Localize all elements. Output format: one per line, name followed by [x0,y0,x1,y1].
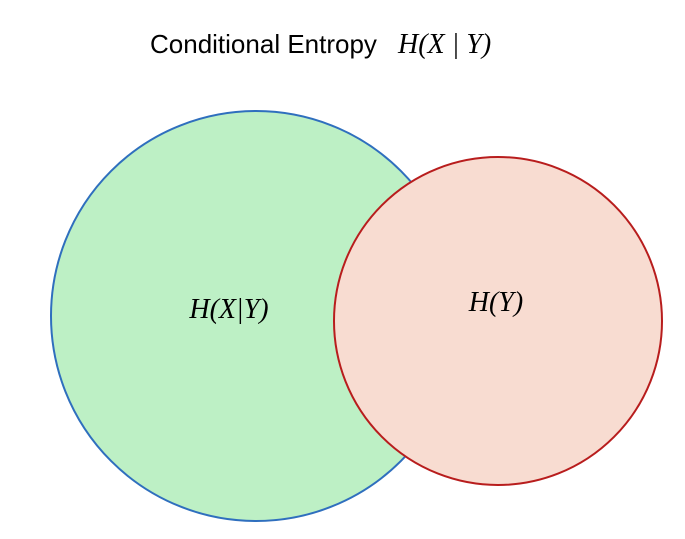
right-circle [333,156,663,486]
left-circle-label: H(X|Y) [188,294,268,325]
title-math: H(X | Y) [397,29,491,60]
right-circle-label: H(Y) [468,287,523,318]
diagram-title: Conditional Entropy H(X | Y) [150,29,491,60]
title-text: Conditional Entropy [150,29,377,59]
